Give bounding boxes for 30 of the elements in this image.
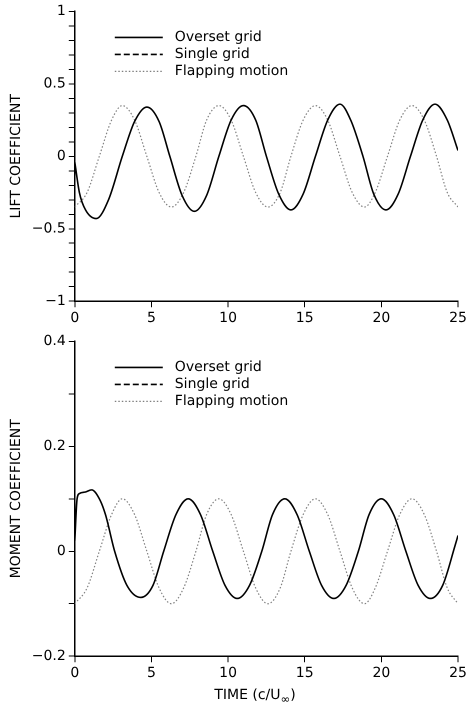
x-tick-label: 0	[70, 310, 80, 326]
x-tick-label: 5	[146, 310, 156, 326]
x-tick-label: 5	[146, 665, 156, 682]
y-tick-label: 0.2	[44, 438, 66, 454]
legend-label: Single grid	[174, 376, 250, 392]
legend-label: Overset grid	[174, 29, 262, 46]
y-tick-label: 0	[56, 542, 66, 559]
y-tick-label: −0.5	[32, 220, 66, 236]
legend-label: Overset grid	[174, 359, 262, 376]
x-tick-label: 10	[219, 665, 237, 682]
legend-label: Flapping motion	[174, 393, 288, 410]
x-tick-label: 15	[296, 665, 314, 682]
y-tick-label: −1	[45, 292, 66, 309]
legend-label: Single grid	[174, 46, 250, 62]
x-tick-label: 25	[449, 665, 467, 682]
y-tick-label: 0.4	[44, 333, 66, 350]
x-tick-label: 20	[372, 665, 390, 682]
x-tick-label: 20	[372, 310, 390, 326]
y-tick-label: −0.2	[32, 648, 66, 664]
x-tick-label: 10	[219, 310, 237, 326]
y-tick-label: 0.5	[44, 75, 66, 92]
x-axis-title: TIME (c/U$_{∞}$)	[213, 687, 297, 706]
y-tick-label: 0	[56, 148, 66, 164]
x-tick-label: 0	[70, 665, 80, 682]
y-axis-title: MOMENT COEFFICIENT	[8, 418, 24, 578]
x-tick-label: 15	[296, 310, 314, 326]
y-tick-label: 1	[56, 3, 66, 20]
y-axis-title: LIFT COEFFICIENT	[8, 94, 24, 218]
x-tick-label: 25	[449, 310, 467, 326]
legend-label: Flapping motion	[174, 63, 288, 80]
